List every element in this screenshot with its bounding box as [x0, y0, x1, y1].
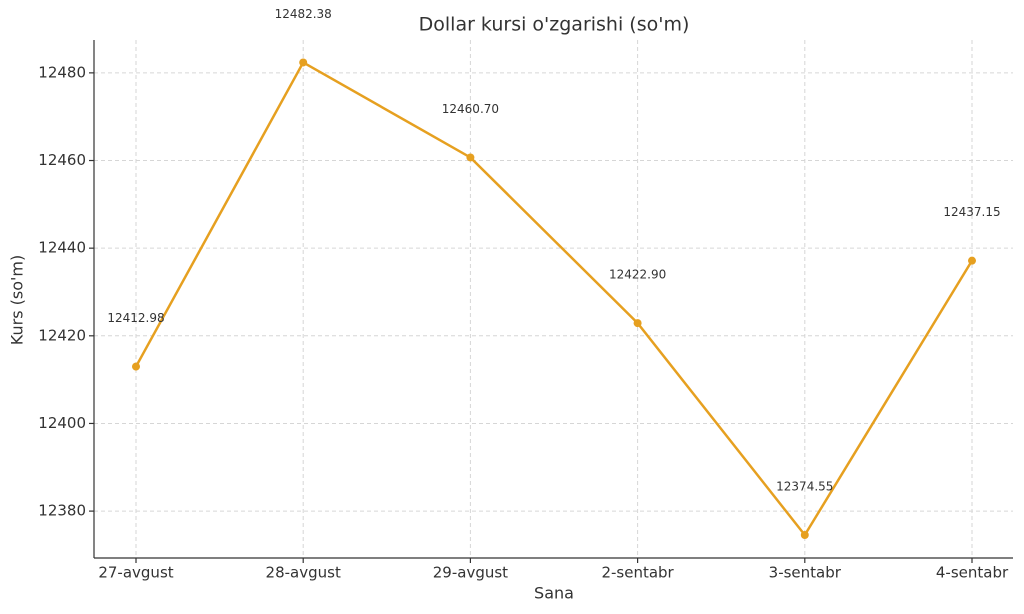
- y-tick-label: 12400: [38, 414, 86, 432]
- x-tick-label: 4-sentabr: [936, 564, 1009, 582]
- data-point: [466, 153, 475, 162]
- data-line: [134, 60, 974, 538]
- data-point: [633, 319, 642, 328]
- value-label: 12437.15: [943, 205, 1000, 219]
- x-tick-label: 29-avgust: [433, 564, 508, 582]
- x-tick-label: 2-sentabr: [601, 564, 674, 582]
- y-axis-label: Kurs (so'm): [8, 255, 27, 345]
- y-tick-label: 12460: [38, 151, 86, 169]
- y-tick-label: 12420: [38, 326, 86, 344]
- data-point: [968, 256, 976, 265]
- x-tick-label: 28-avgust: [266, 564, 341, 582]
- y-tick-label: 12440: [38, 239, 86, 257]
- value-label: 12460.70: [442, 102, 499, 116]
- data-point: [299, 58, 308, 67]
- x-axis-label: Sana: [534, 584, 574, 603]
- value-label: 12422.90: [609, 268, 666, 282]
- data-point: [132, 362, 140, 371]
- value-label: 12482.38: [275, 7, 332, 21]
- y-tick-label: 12380: [38, 502, 86, 520]
- data-point: [800, 530, 809, 539]
- x-tick-label: 3-sentabr: [769, 564, 842, 582]
- y-tick-label: 12480: [38, 63, 86, 81]
- chart-title: Dollar kursi o'zgarishi (so'm): [419, 14, 690, 36]
- value-label: 12374.55: [776, 479, 833, 493]
- value-label: 12412.98: [107, 311, 164, 325]
- x-tick-label: 27-avgust: [98, 564, 173, 582]
